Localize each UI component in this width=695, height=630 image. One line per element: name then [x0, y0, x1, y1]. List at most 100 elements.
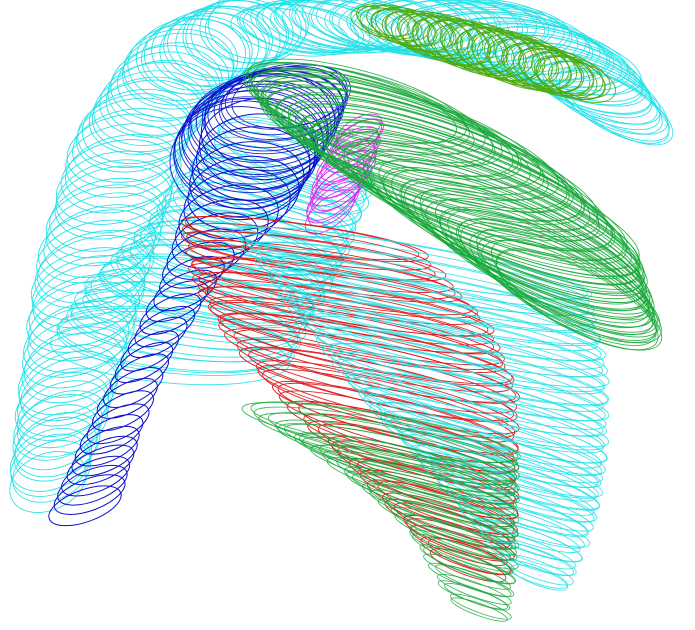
deltoid-cyan-layer-ring [239, 226, 593, 300]
deltoid-cyan-layer-ring [340, 359, 607, 437]
humerus-outer-surface-ring [207, 0, 309, 60]
supraspinatus-ring [375, 6, 443, 47]
humerus-outer-surface-ring [110, 45, 223, 122]
humeral-head-shaft-inner-ring [120, 330, 180, 372]
deltoid-cyan-layer-ring [189, 157, 363, 228]
humeral-head-shaft-inner-ring [103, 367, 164, 408]
supraspinatus-ring [530, 50, 604, 96]
deltoid-cyan-layer-ring [300, 309, 610, 388]
deltoid-cyan-layer-ring [250, 241, 595, 316]
humerus-outer-surface-ring [17, 344, 120, 416]
scapula-muscle-layer-ring [444, 582, 511, 611]
humeral-head-shaft-inner-ring [195, 74, 342, 161]
scapula-body-ring [410, 525, 508, 566]
deltoid-cyan-layer-ring [176, 169, 354, 239]
scapula-muscle-layer-ring [496, 249, 659, 351]
deltoid-cyan-layer-ring [316, 328, 609, 407]
scapula-muscle-layer-ring [394, 513, 515, 561]
deltoid-cyan-layer-ring [478, 520, 583, 562]
deltoid-cyan-layer-ring [346, 370, 610, 448]
humerus-outer-surface-ring [28, 274, 140, 347]
supraspinatus-ring [513, 47, 591, 97]
scapula-muscle-layer-ring [412, 533, 514, 575]
humerus-outer-surface-ring [23, 326, 128, 398]
deltoid-cyan-layer-ring [398, 430, 599, 499]
deltoid-cyan-layer-ring [262, 0, 401, 51]
scapula-body-ring [257, 364, 516, 439]
deltoid-cyan-layer-ring [514, 42, 652, 115]
scapula-muscle-layer-ring [363, 154, 642, 295]
deltoid-cyan-layer-ring [181, 167, 357, 238]
scapula-muscle-layer-contours [241, 401, 521, 622]
scapula-muscle-layer-ring [310, 119, 627, 265]
humerus-outer-surface-ring [122, 32, 234, 110]
articular-contact-region-ring [312, 163, 369, 212]
scapula-muscle-layer-ring [253, 406, 518, 469]
scapula-muscle-layer-ring [390, 506, 517, 556]
deltoid-cyan-layer-ring [300, 313, 606, 392]
deltoid-cyan-layer-ring [301, 0, 463, 48]
deltoid-cyan-layer-ring [270, 274, 598, 352]
scapula-muscle-layer-ring [423, 546, 516, 585]
scapula-muscle-layer-ring [387, 498, 520, 550]
supraspinatus-contours [350, 3, 616, 103]
deltoid-cyan-layer-ring [204, 136, 367, 208]
scapula-muscle-layer-ring [274, 94, 583, 222]
humerus-outer-surface-ring [14, 372, 110, 441]
humeral-head-shaft-inner-ring [139, 293, 202, 335]
humeral-head-shaft-inner-ring [166, 228, 247, 280]
deltoid-cyan-layer-ring [349, 376, 604, 454]
supraspinatus-ring [486, 36, 572, 91]
deltoid-cyan-layer-ring [378, 401, 606, 476]
supraspinatus-ring [535, 56, 606, 101]
scapula-muscle-layer-ring [274, 419, 520, 482]
scapula-body-ring [181, 222, 432, 271]
scapula-muscle-layer-ring [288, 103, 600, 238]
humerus-outer-surface-ring [127, 23, 239, 102]
deltoid-cyan-layer-ring [375, 0, 556, 59]
scapula-muscle-layer-ring [301, 111, 616, 253]
humerus-outer-surface-ring [18, 350, 119, 422]
deltoid-cyan-layer-ring [230, 7, 350, 57]
scapula-muscle-layer-ring [301, 436, 515, 498]
scapula-body-ring [198, 271, 495, 337]
articular-contact-region-ring [336, 118, 384, 154]
scapula-muscle-layer-ring [490, 239, 662, 344]
humeral-head-shaft-inner-ring [96, 377, 158, 419]
deltoid-cyan-layer-ring [510, 564, 569, 591]
deltoid-cyan-layer-ring [485, 539, 575, 576]
scapula-muscle-layer-ring [450, 593, 512, 620]
scapula-muscle-layer-ring [476, 228, 661, 338]
scapula-muscle-layer-ring [403, 514, 518, 561]
supraspinatus-ring [541, 55, 611, 99]
scapula-muscle-layer-ring [249, 62, 486, 155]
deltoid-cyan-layer-ring [84, 267, 305, 339]
humeral-head-shaft-inner-ring [57, 464, 128, 506]
humerus-outer-surface-ring [17, 367, 114, 437]
scapula-muscle-layer-ring [423, 553, 512, 590]
scapula-muscle-layer-ring [336, 457, 518, 516]
scapula-muscle-layer-ring [346, 470, 516, 528]
humerus-outer-surface-ring [26, 280, 137, 353]
supraspinatus-ring [472, 31, 559, 87]
deltoid-cyan-layer-ring [269, 0, 412, 54]
scapula-muscle-layer-ring [267, 412, 520, 474]
scapula-muscle-layer-ring [495, 248, 663, 351]
deltoid-cyan-layer-ring [363, 387, 607, 464]
scapula-muscle-layer-ring [450, 597, 508, 622]
deltoid-cyan-layer-ring [291, 0, 447, 50]
scapula-muscle-layer-contours [243, 58, 663, 351]
scapula-muscle-layer-ring [258, 412, 516, 475]
deltoid-cyan-layer-ring [500, 554, 574, 586]
deltoid-cyan-layer-ring [241, 241, 589, 316]
articular-contact-region-ring [304, 189, 356, 235]
scapula-muscle-layer-ring [436, 573, 512, 605]
humerus-outer-surface-ring [117, 42, 230, 119]
humeral-head-shaft-inner-ring [66, 444, 135, 486]
humerus-outer-surface-ring [12, 440, 92, 503]
humerus-outer-surface-ring [16, 380, 110, 449]
deltoid-cyan-layer-ring [255, 251, 597, 327]
humeral-head-shaft-inner-ring [61, 455, 131, 497]
scapula-muscle-layer-ring [409, 525, 519, 570]
